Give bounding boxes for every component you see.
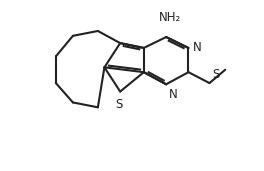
Text: NH₂: NH₂ <box>159 11 181 24</box>
Text: N: N <box>192 41 201 54</box>
Text: S: S <box>212 68 219 81</box>
Text: S: S <box>115 98 122 111</box>
Text: N: N <box>169 88 178 101</box>
